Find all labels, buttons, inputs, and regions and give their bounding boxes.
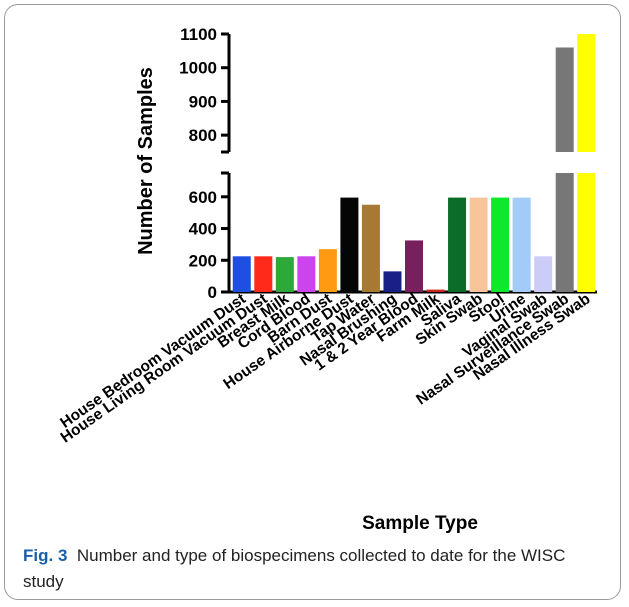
figure-frame: 0 200 400 600 800 900 1000 1100 House Bedroom V… xyxy=(4,4,621,600)
x-axis-label: Sample Type xyxy=(362,513,478,534)
bar-2 xyxy=(254,256,273,292)
bar-segment xyxy=(383,271,402,292)
bar-segment xyxy=(469,197,488,292)
bar-1 xyxy=(232,256,251,292)
y-tick-900-label: 900 xyxy=(189,92,217,111)
bar-5 xyxy=(318,249,337,292)
bar-3 xyxy=(275,257,294,292)
bar-segment-lower xyxy=(577,173,596,292)
y-tick-600-label: 600 xyxy=(189,188,217,207)
bar-segment-upper xyxy=(555,47,574,152)
bar-segment xyxy=(426,289,445,292)
bar-7 xyxy=(361,204,380,292)
y-axis-label: Number of Samples xyxy=(135,67,157,255)
bar-segment xyxy=(340,197,359,292)
y-tick-400-label: 400 xyxy=(189,220,217,239)
bar-11 xyxy=(448,197,467,292)
bar-10 xyxy=(426,289,445,292)
y-tick-200-label: 200 xyxy=(189,251,217,270)
bar-segment xyxy=(512,197,531,292)
bar-segment xyxy=(232,256,251,292)
y-tick-1000-label: 1000 xyxy=(179,59,217,78)
bar-16 xyxy=(555,47,574,292)
x-tick-label: House Bedroom Vacuum Dust xyxy=(57,290,249,431)
bar-segment xyxy=(275,257,294,292)
bar-segment xyxy=(361,204,380,292)
bar-segment xyxy=(491,197,510,292)
bar-13 xyxy=(491,197,510,292)
bar-segment xyxy=(297,256,316,292)
y-tick-1100-label: 1100 xyxy=(180,25,217,44)
bar-segment xyxy=(405,240,423,292)
chart-bars xyxy=(232,34,596,292)
bar-14 xyxy=(512,197,531,292)
caption-label: Fig. 3 xyxy=(23,546,68,565)
bar-segment xyxy=(318,249,337,292)
y-tick-0-label: 0 xyxy=(208,283,217,302)
bar-chart: 0 200 400 600 800 900 1000 1100 House Bedroom V… xyxy=(57,25,597,534)
bar-8 xyxy=(383,271,402,292)
caption-text: Number and type of biospecimens collecte… xyxy=(23,546,566,591)
bar-15 xyxy=(534,256,553,292)
bar-segment-upper xyxy=(577,34,596,152)
bar-segment xyxy=(534,256,553,292)
bar-6 xyxy=(340,197,359,292)
bar-segment-lower xyxy=(555,173,574,292)
bar-segment xyxy=(448,197,467,292)
bar-segment xyxy=(254,256,273,292)
y-tick-800-label: 800 xyxy=(189,126,217,145)
bar-12 xyxy=(469,197,488,292)
bar-17 xyxy=(577,34,596,292)
figure-caption: Fig. 3 Number and type of biospecimens c… xyxy=(23,543,603,595)
bar-4 xyxy=(297,256,316,292)
bar-9 xyxy=(405,240,423,292)
